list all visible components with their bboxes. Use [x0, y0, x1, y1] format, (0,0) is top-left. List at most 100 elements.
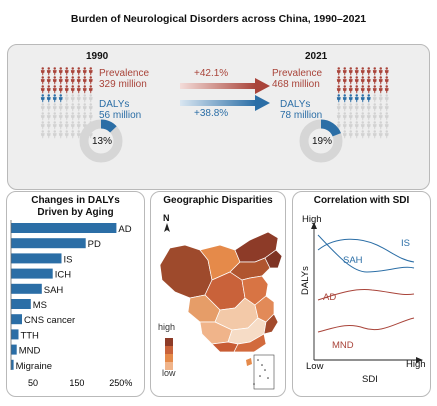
bar-label: SAH	[44, 285, 64, 296]
person-icon	[366, 103, 371, 112]
person-icon	[348, 121, 353, 130]
mnd-curve	[317, 317, 415, 333]
x-tick-label: 250%	[109, 378, 132, 388]
person-icon	[378, 85, 383, 94]
person-icon	[348, 130, 353, 139]
map-region	[233, 333, 267, 353]
bar-label: CNS cancer	[24, 315, 75, 326]
person-icon	[384, 112, 389, 121]
person-icon	[52, 130, 57, 139]
north-arrow-icon	[164, 223, 170, 232]
person-icon	[366, 112, 371, 121]
x-tick-label: 50	[28, 378, 38, 388]
person-icon	[372, 85, 377, 94]
person-icon	[82, 76, 87, 85]
person-icon	[354, 121, 359, 130]
map-region	[263, 313, 279, 335]
person-icon	[348, 76, 353, 85]
sdi-y-high-label: High	[302, 214, 322, 225]
person-icon	[360, 112, 365, 121]
person-icon	[348, 85, 353, 94]
person-icon	[372, 130, 377, 139]
sdi-chart	[311, 222, 423, 363]
person-icon	[372, 67, 377, 76]
person-icon	[88, 103, 93, 112]
person-icon	[342, 67, 347, 76]
person-icon	[354, 85, 359, 94]
person-icon	[82, 94, 87, 103]
bar-label: TTH	[20, 330, 39, 341]
bar-mnd	[11, 344, 17, 355]
person-icon	[384, 103, 389, 112]
person-icon	[88, 94, 93, 103]
person-icon	[82, 103, 87, 112]
prevalence-change: +42.1%	[194, 68, 229, 79]
person-icon	[64, 112, 69, 121]
person-icon	[336, 112, 341, 121]
person-icon	[58, 112, 63, 121]
person-icon	[366, 67, 371, 76]
person-icon	[64, 121, 69, 130]
person-icon	[58, 85, 63, 94]
person-icon	[64, 103, 69, 112]
person-icon	[70, 67, 75, 76]
person-icon	[336, 85, 341, 94]
sah-series-label: SAH	[343, 255, 363, 266]
person-icon	[354, 94, 359, 103]
donut-chart-2021	[299, 119, 343, 163]
aging-bar-chart: AD PD IS ICH SAH MS CNS cancer TTH MND Migraine 5…	[10, 220, 132, 388]
person-icon	[40, 112, 45, 121]
person-icon	[40, 76, 45, 85]
person-icon	[360, 94, 365, 103]
person-icon	[384, 76, 389, 85]
person-icon	[70, 85, 75, 94]
person-icon	[384, 121, 389, 130]
person-icon	[64, 94, 69, 103]
legend-low-label: low	[162, 368, 176, 378]
person-icon	[76, 67, 81, 76]
dalys-value-2021: 78 million	[280, 110, 323, 121]
person-icon	[366, 121, 371, 130]
person-icon	[366, 130, 371, 139]
person-icon	[64, 85, 69, 94]
person-icon	[342, 130, 347, 139]
person-icon	[58, 130, 63, 139]
person-icon	[88, 67, 93, 76]
person-icon	[70, 130, 75, 139]
person-icon	[378, 112, 383, 121]
person-icon	[70, 121, 75, 130]
prevalence-arrow	[180, 78, 270, 94]
dalys-label-2021: DALYs	[280, 99, 311, 110]
person-icon	[46, 76, 51, 85]
person-icon	[82, 85, 87, 94]
person-icon	[52, 94, 57, 103]
person-icon	[348, 103, 353, 112]
year-1990: 1990	[86, 51, 109, 62]
dalys-change: +38.8%	[194, 108, 229, 119]
map-color-legend	[165, 338, 173, 370]
bar-migraine	[11, 359, 14, 370]
bar-cns-cancer	[11, 314, 22, 325]
person-icon	[52, 85, 57, 94]
bar-ms	[11, 299, 31, 309]
person-icon	[58, 67, 63, 76]
bar-label: PD	[88, 239, 101, 250]
person-icon	[52, 103, 57, 112]
person-icon	[354, 112, 359, 121]
person-icon	[360, 85, 365, 94]
person-icon	[76, 85, 81, 94]
person-icon	[378, 121, 383, 130]
person-icon	[58, 103, 63, 112]
bar-ich	[11, 268, 53, 279]
person-icon	[354, 67, 359, 76]
person-icon	[88, 112, 93, 121]
person-icon	[354, 76, 359, 85]
person-icon	[64, 130, 69, 139]
person-icon	[348, 112, 353, 121]
person-icon	[384, 85, 389, 94]
is-curve	[317, 238, 415, 263]
bar-sah	[11, 283, 42, 294]
sah-curve	[317, 234, 415, 273]
geo-title: Geographic Disparities	[163, 195, 273, 206]
person-icon	[354, 130, 359, 139]
